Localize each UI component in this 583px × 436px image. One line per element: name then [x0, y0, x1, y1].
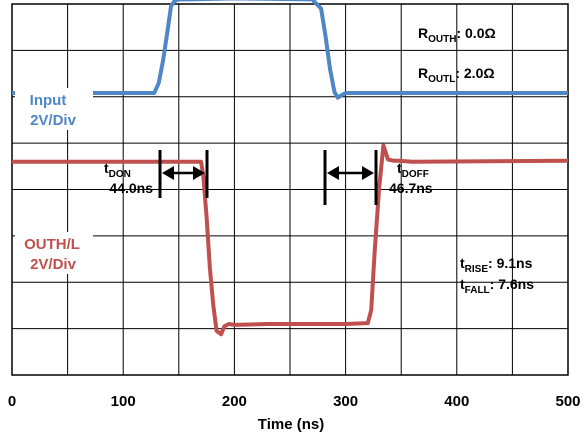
input-channel-label: Input 2V/Div	[15, 88, 93, 130]
x-tick-label: 500	[555, 393, 580, 410]
tfall-annotation: tFALL: 7.6ns	[460, 276, 534, 296]
tdoff-marker	[323, 150, 378, 205]
input-trace	[12, 0, 568, 100]
x-tick-label: 300	[333, 393, 358, 410]
tdoff-value: 46.7ns	[389, 180, 433, 196]
x-tick-labels: 0 100 200 300 400 500	[8, 393, 581, 410]
x-tick-label: 200	[222, 393, 247, 410]
input-scale-label: 2V/Div	[30, 112, 77, 129]
tdon-annotation: tDON	[104, 160, 131, 180]
routh-annotation: ROUTH: 0.0Ω	[418, 25, 496, 45]
tdon-value: 44.0ns	[109, 180, 153, 196]
tdon-marker	[158, 150, 209, 198]
output-trace	[12, 143, 569, 337]
output-series-name: OUTH/L	[24, 236, 80, 253]
x-tick-label: 400	[444, 393, 469, 410]
trise-annotation: tRISE: 9.1ns	[460, 255, 533, 275]
output-channel-label: OUTH/L 2V/Div	[15, 232, 93, 274]
input-series-name: Input	[30, 92, 67, 109]
traces	[12, 0, 569, 337]
grid	[11, 3, 569, 376]
x-axis-label: Time (ns)	[258, 416, 324, 433]
x-tick-label: 100	[111, 393, 136, 410]
output-scale-label: 2V/Div	[30, 256, 77, 273]
routl-annotation: ROUTL: 2.0Ω	[418, 65, 495, 85]
x-tick-label: 0	[8, 393, 16, 410]
tdoff-annotation: tDOFF	[397, 160, 429, 180]
